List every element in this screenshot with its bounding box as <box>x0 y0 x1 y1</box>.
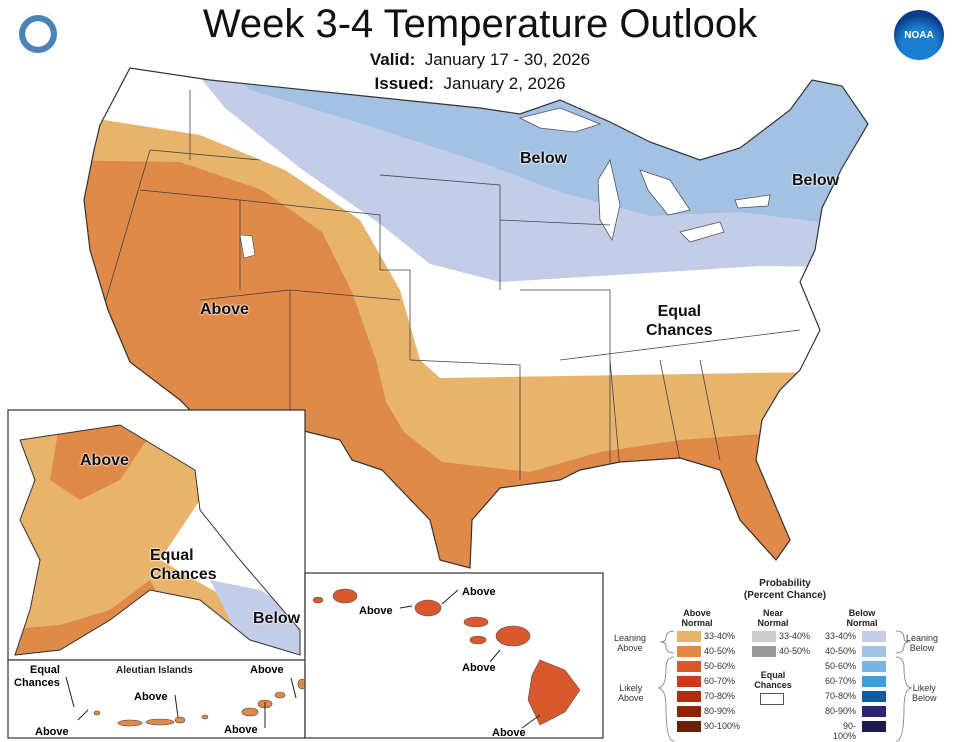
legend-swatch-above-2 <box>676 660 702 673</box>
legend: Probability (Percent Chance) Above Normal … <box>610 578 960 742</box>
issued-date: Issued: January 2, 2026 <box>0 74 950 94</box>
legend-range-below-1: 40-50% <box>824 646 856 656</box>
legend-swatch-below-5 <box>861 705 887 718</box>
valid-value: January 17 - 30, 2026 <box>424 50 591 69</box>
utah-lake <box>239 234 256 259</box>
noaa-logo-icon: NOAA <box>894 10 944 60</box>
legend-leaning-above: Leaning Above <box>614 633 647 653</box>
legend-below-header: Below Normal <box>846 608 878 628</box>
label-hawaii-above-1: Above <box>462 586 496 598</box>
label-hawaii-above-3: Above <box>462 662 496 674</box>
legend-equal-swatch <box>760 693 784 705</box>
legend-range-below-6: 90-100% <box>832 721 856 741</box>
hawaii-pointer-lines <box>399 589 541 729</box>
above-40-50-zone <box>84 160 868 568</box>
state-borders <box>99 90 801 480</box>
legend-range-below-4: 70-80% <box>824 691 856 701</box>
label-alaska-below: Below <box>253 610 301 627</box>
legend-swatch-above-4 <box>676 690 702 703</box>
legend-range-above-3: 60-70% <box>704 676 736 686</box>
aleutian-title: Aleutian Islands <box>116 665 193 676</box>
label-aleutian-above-1: Above <box>35 726 69 738</box>
legend-likely-above: Likely Above <box>618 683 644 703</box>
legend-near-header: Near Normal <box>757 608 789 628</box>
legend-swatch-below-2 <box>861 660 887 673</box>
issued-label: Issued: <box>374 74 435 93</box>
label-alaska-above: Above <box>80 452 129 469</box>
legend-swatch-below-0 <box>861 630 887 643</box>
legend-range-below-2: 50-60% <box>824 661 856 671</box>
legend-range-below-3: 60-70% <box>824 676 856 686</box>
label-aleutian-above-3: Above <box>250 664 284 676</box>
label-aleutian-above-4: Above <box>224 724 258 736</box>
legend-swatch-below-3 <box>861 675 887 688</box>
legend-range-above-4: 70-80% <box>704 691 736 701</box>
legend-range-above-2: 50-60% <box>704 661 736 671</box>
page-title: Week 3-4 Temperature Outlook <box>202 2 758 46</box>
hawaii-islands <box>312 588 581 726</box>
legend-swatch-below-1 <box>861 645 887 658</box>
legend-range-above-0: 33-40% <box>704 631 736 641</box>
issued-value: January 2, 2026 <box>443 74 566 93</box>
legend-swatch-above-3 <box>676 675 702 688</box>
legend-range-above-6: 90-100% <box>704 721 741 731</box>
legend-likely-below: Likely Below <box>912 683 937 703</box>
legend-range-near-0: 33-40% <box>779 631 811 641</box>
legend-swatch-below-4 <box>861 690 887 703</box>
legend-swatch-above-6 <box>676 720 702 733</box>
legend-swatch-below-6 <box>861 720 887 733</box>
label-aleutian-above-2: Above <box>134 691 168 703</box>
legend-above-header: Above Normal <box>681 608 713 628</box>
legend-range-above-1: 40-50% <box>704 646 736 656</box>
legend-swatch-near-1 <box>751 645 777 658</box>
noaa-logo-text: NOAA <box>904 29 934 41</box>
valid-dates: Valid: January 17 - 30, 2026 <box>0 50 960 70</box>
legend-range-near-1: 40-50% <box>779 646 811 656</box>
label-alaska-equal: Equal Chances <box>150 547 217 583</box>
label-hawaii-above-4: Above <box>492 727 526 739</box>
legend-leaning-below: Leaning Below <box>906 633 939 653</box>
legend-range-below-0: 33-40% <box>824 631 856 641</box>
commerce-seal-icon <box>16 12 60 56</box>
label-hawaii-above-2: Above <box>359 605 393 617</box>
legend-braces <box>657 630 913 742</box>
legend-swatch-above-5 <box>676 705 702 718</box>
legend-equal-chances: Equal Chances <box>754 670 792 690</box>
label-below-midwest: Below <box>520 150 568 167</box>
legend-range-above-5: 80-90% <box>704 706 736 716</box>
label-below-northeast: Below <box>792 172 840 189</box>
legend-swatch-near-0 <box>751 630 777 643</box>
great-lakes <box>518 107 771 243</box>
valid-label: Valid: <box>369 50 416 69</box>
legend-title: Probability (Percent Chance) <box>743 578 827 601</box>
legend-range-below-5: 80-90% <box>824 706 856 716</box>
legend-swatch-above-1 <box>676 645 702 658</box>
label-aleutian-equal: Equal Chances <box>14 664 60 689</box>
legend-swatch-above-0 <box>676 630 702 643</box>
label-above-west: Above <box>200 301 249 318</box>
label-equal-chances-east: Equal Chances <box>646 303 713 339</box>
aleutian-pointer-lines <box>65 676 297 728</box>
alaska-below <box>210 580 300 655</box>
alaska-above-40-50 <box>50 425 160 500</box>
